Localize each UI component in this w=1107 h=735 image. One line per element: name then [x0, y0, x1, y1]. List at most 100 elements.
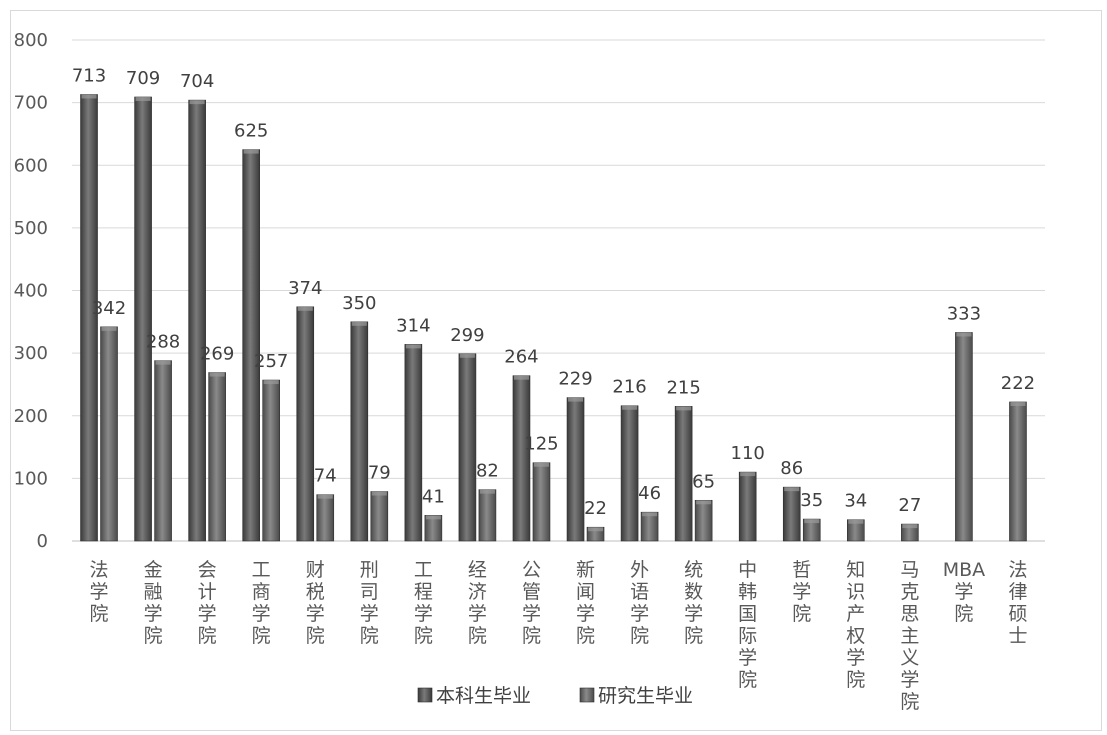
bar-cap	[533, 462, 549, 467]
bar-cap	[101, 326, 117, 331]
category-label-char: 法	[1008, 559, 1027, 581]
category-label-char: 院	[198, 625, 217, 647]
category-label-char: 语	[630, 581, 649, 603]
category-label: 会计学院	[198, 559, 217, 647]
category-label-char: 学	[90, 581, 109, 603]
category-label-char: 主	[900, 625, 919, 647]
data-label: 86	[780, 458, 803, 479]
category-label-char: 财	[306, 559, 325, 581]
bar-cap	[568, 397, 584, 402]
category-label-char: 学	[468, 603, 487, 625]
category-label: 公管学院	[522, 559, 541, 647]
data-label: 314	[396, 315, 430, 336]
data-label: 22	[584, 498, 607, 519]
bar-series-0	[674, 406, 693, 542]
category-label-char: 学	[522, 603, 541, 625]
bar-cap	[902, 524, 918, 529]
data-label: 269	[200, 344, 234, 365]
category-label-char: 工	[414, 559, 433, 581]
legend: 本科生毕业 研究生毕业	[417, 685, 693, 707]
category-label: 刑司学院	[360, 559, 379, 647]
bar-series-1	[262, 379, 280, 542]
bar-cap	[425, 515, 441, 520]
category-label: 中韩国际学院	[738, 559, 757, 691]
bar-series-0	[296, 306, 315, 542]
category-label-char: 经	[468, 559, 487, 581]
category-label-char: 金	[144, 559, 163, 581]
bar-cap	[479, 489, 495, 494]
bar-series-0	[620, 405, 639, 542]
data-label: 35	[800, 490, 823, 511]
y-tick-label: 0	[37, 531, 48, 552]
bar-series-0	[458, 353, 477, 542]
bar-cap	[956, 332, 972, 337]
category-label-char: 院	[630, 625, 649, 647]
bar-cap	[740, 472, 756, 477]
bar-series-1	[532, 462, 551, 542]
y-tick-label: 200	[14, 406, 48, 427]
category-label-char: 会	[198, 559, 217, 581]
bar-cap	[784, 487, 800, 492]
data-label: 27	[898, 495, 921, 516]
category-label: 外语学院	[630, 559, 649, 647]
y-tick-label: 300	[14, 343, 48, 364]
bar-cap	[804, 519, 820, 524]
category-label-char: 管	[522, 581, 541, 603]
data-label: 257	[254, 351, 288, 372]
category-label-char: 数	[684, 581, 703, 603]
category-label: 哲学院	[792, 559, 811, 625]
category-label-char: 税	[306, 581, 325, 603]
x-axis-categories: 法学院金融学院会计学院工商学院财税学院刑司学院工程学院经济学院公管学院新闻学院外…	[90, 559, 1028, 713]
category-label-char: 院	[954, 603, 973, 625]
category-label-char: 学	[198, 603, 217, 625]
category-label-char: 中	[738, 559, 757, 581]
data-label: 350	[342, 293, 376, 314]
category-label-char: 学	[846, 647, 865, 669]
data-label: 299	[450, 325, 484, 346]
category-label-char: 融	[144, 581, 163, 603]
bar-cap	[696, 500, 712, 505]
category-label: 知识产权学院	[846, 559, 865, 691]
category-label-char: 学	[900, 669, 919, 691]
category-label: 经济学院	[468, 559, 487, 647]
category-label-char: 学	[576, 603, 595, 625]
legend-swatch	[417, 687, 433, 703]
bar-cap	[371, 491, 387, 496]
data-label: 215	[666, 377, 700, 398]
category-label-char: 学	[792, 581, 811, 603]
category-label: MBA 学院	[943, 559, 985, 625]
bar-cap	[189, 100, 205, 105]
bar-series-0	[566, 397, 585, 542]
category-label-char: 士	[1008, 625, 1027, 647]
bar-series-0	[242, 149, 260, 542]
category-label-char: 外	[630, 559, 649, 581]
category-label: 财税学院	[306, 559, 325, 647]
data-label: 46	[638, 483, 661, 504]
y-axis-ticks: 0 100 200 300 400 500 600 700 800	[14, 30, 48, 552]
bar-cap	[513, 375, 529, 380]
bar-series-1	[208, 372, 226, 542]
legend-label: 本科生毕业	[436, 685, 531, 707]
category-label-char: 学	[954, 581, 973, 603]
category-label-char: 法	[90, 559, 109, 581]
bar-series-1	[955, 332, 973, 542]
category-label-char: 济	[468, 581, 487, 603]
category-label-char: 院	[738, 669, 757, 691]
category-label-char: 学	[252, 603, 271, 625]
y-tick-label: 700	[14, 93, 48, 114]
bar-series-1	[640, 511, 659, 542]
category-label: 金融学院	[144, 559, 163, 647]
data-label: 713	[72, 65, 106, 86]
category-label-char: 国	[738, 603, 757, 625]
bar-series-0	[782, 486, 801, 542]
category-label-char: 院	[360, 625, 379, 647]
category-label-char: 学	[144, 603, 163, 625]
bar-series-1	[316, 494, 335, 542]
data-label: 110	[731, 443, 765, 464]
category-label-char: 院	[414, 625, 433, 647]
category-label-char: 院	[306, 625, 325, 647]
category-label-char: 院	[252, 625, 271, 647]
data-label: 625	[234, 121, 268, 142]
gridlines	[72, 39, 1045, 542]
data-label: 125	[524, 434, 558, 455]
